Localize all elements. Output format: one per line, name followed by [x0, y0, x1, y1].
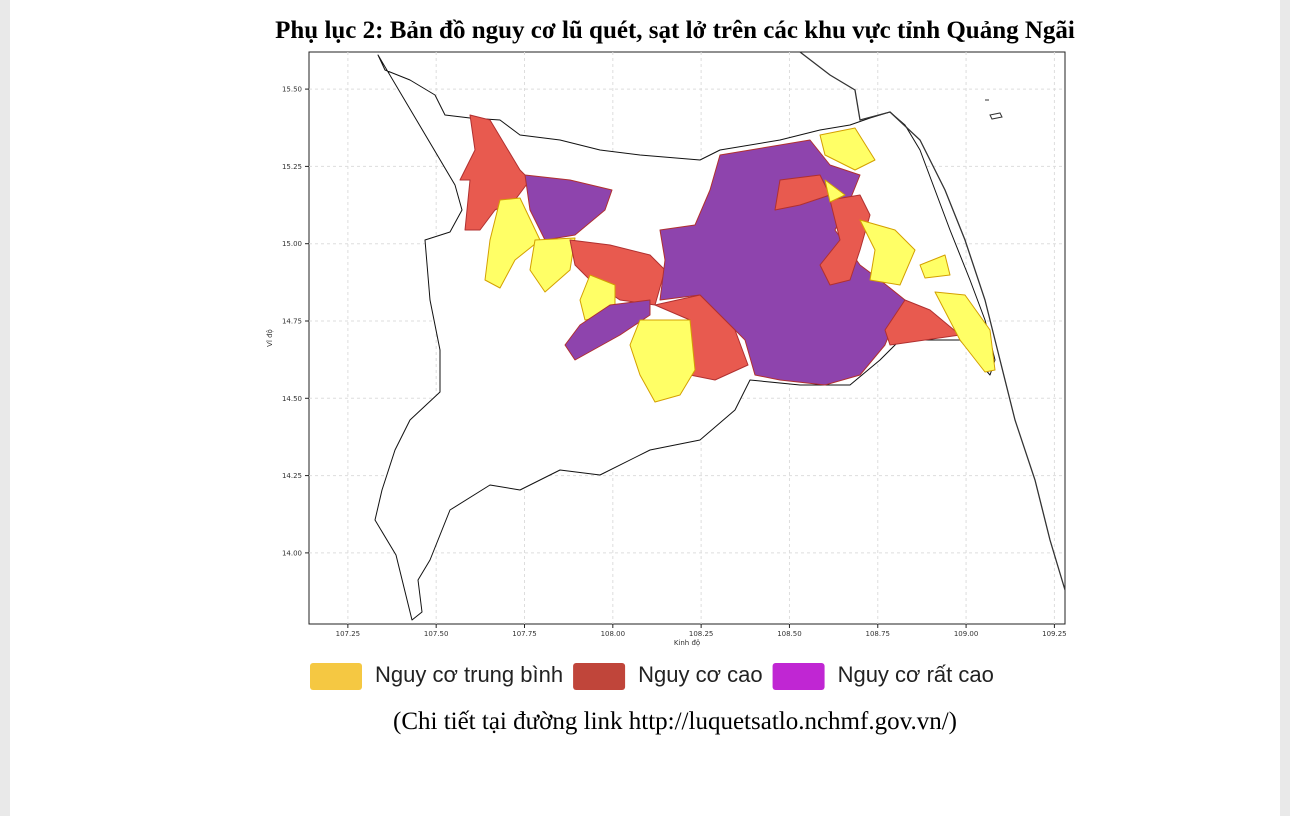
island [985, 99, 1003, 120]
region-medium [934, 291, 996, 373]
y-tick-label: 14.75 [282, 317, 302, 325]
title: Phụ lục 2: Bản đồ nguy cơ lũ quét, sạt l… [275, 17, 1075, 44]
region-very-high [524, 174, 613, 241]
legend-label: Nguy cơ cao [638, 662, 762, 687]
region-medium [859, 219, 916, 286]
legend-label: Nguy cơ trung bình [375, 662, 563, 687]
caption: (Chi tiết tại đường link http://luquetsa… [393, 708, 957, 735]
region-medium [919, 254, 951, 279]
x-tick-label: 108.50 [777, 630, 802, 638]
legend: Nguy cơ trung bình Nguy cơ cao Nguy cơ rất… [310, 662, 994, 690]
y-tick-label: 15.00 [282, 240, 302, 248]
region-high [774, 174, 831, 211]
legend-swatch [772, 663, 825, 690]
x-tick-label: 109.00 [954, 630, 979, 638]
region-medium [824, 179, 846, 203]
legend-swatch [573, 663, 626, 690]
x-tick-label: 108.00 [601, 630, 626, 638]
region-medium [484, 197, 541, 289]
region-high [819, 194, 871, 286]
region-medium [819, 127, 876, 171]
x-tick-label: 107.25 [336, 630, 361, 638]
x-tick-label: 108.25 [689, 630, 714, 638]
y-tick-label: 14.00 [282, 549, 302, 557]
x-tick-label: 107.75 [512, 630, 537, 638]
x-tick-label: 108.75 [866, 630, 891, 638]
region-very-high [564, 299, 651, 361]
region-high [884, 299, 961, 346]
coastline [799, 51, 1066, 591]
x-tick-label: 109.25 [1042, 630, 1067, 638]
x-tick-label: 107.50 [424, 630, 449, 638]
y-tick-label: 15.25 [282, 163, 302, 171]
y-tick-label: 14.25 [282, 472, 302, 480]
x-axis-label: Kinh độ [674, 639, 700, 647]
region-medium [529, 237, 576, 293]
legend-swatch [310, 663, 362, 690]
legend-label: Nguy cơ rất cao [838, 662, 994, 687]
y-tick-label: 15.50 [282, 86, 302, 94]
y-tick-label: 14.50 [282, 395, 302, 403]
map-plot: 107.25 107.50 107.75 108.00 108.25 108.50 108.… [266, 51, 1067, 647]
region-medium [629, 319, 696, 403]
y-axis-label: Vĩ độ [266, 329, 274, 347]
province-map [374, 51, 1066, 621]
